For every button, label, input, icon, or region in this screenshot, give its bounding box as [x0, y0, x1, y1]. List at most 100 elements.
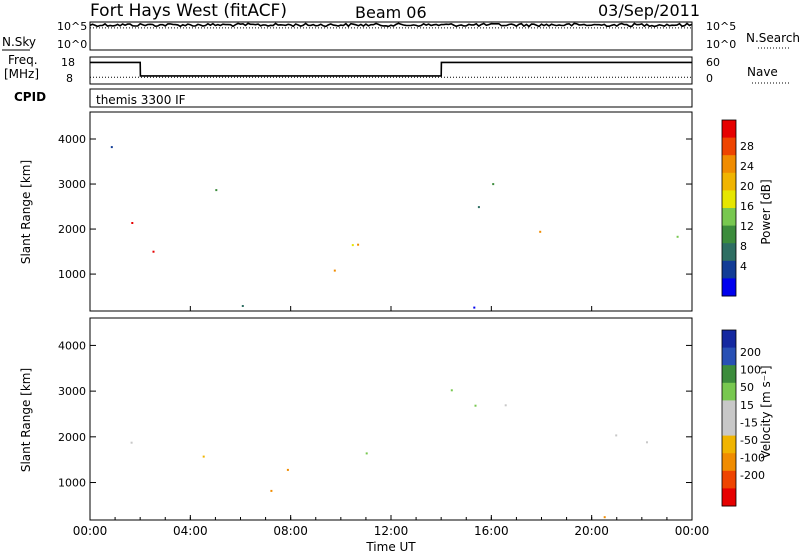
scatter-region — [539, 230, 679, 238]
freq-tick-right-bottom: 0 — [706, 72, 713, 85]
colorbar-swatch — [722, 470, 736, 489]
colorbar-swatch — [722, 225, 736, 244]
colorbar-tick-label: 50 — [740, 381, 754, 394]
cpid-strip: CPID themis 3300 IF — [14, 88, 693, 108]
y-tick-label: 2000 — [58, 431, 86, 444]
nave-label: Nave — [747, 65, 778, 79]
scatter-cell — [646, 441, 648, 444]
scatter-cell — [474, 404, 477, 407]
scatter-region — [110, 146, 113, 149]
y-tick-label: 3000 — [58, 178, 86, 191]
time-axis: 00:00 04:00 08:00 12:00 16:00 20:00 00:00 — [73, 306, 710, 538]
scatter-region — [615, 434, 648, 444]
scatter-cell — [357, 243, 360, 246]
colorbar-swatch — [722, 190, 736, 209]
noise-tick-right-top: 10^5 — [706, 20, 736, 33]
colorbar-swatch — [722, 453, 736, 472]
x-tick-label: 04:00 — [173, 524, 208, 538]
scatter-cell — [676, 235, 679, 238]
velocity-frame — [89, 317, 693, 521]
scatter-cell — [270, 489, 273, 492]
scatter-region — [131, 222, 134, 224]
y-tick-label: 4000 — [58, 133, 86, 146]
cpid-label: CPID — [14, 90, 46, 104]
freq-label: Freq. — [8, 53, 38, 67]
scatter-cell — [351, 244, 354, 247]
colorbar-tick-label: -200 — [740, 469, 765, 482]
noise-tick-right-bottom: 10^0 — [706, 38, 736, 51]
nsky-line — [89, 22, 693, 28]
colorbar-tick-label: 8 — [740, 240, 747, 253]
power-panel: 1000 2000 3000 4000 Slant Range [km] — [19, 111, 693, 312]
scatter-cell — [450, 389, 453, 392]
colorbar-swatch — [722, 243, 736, 262]
power-frame — [89, 111, 693, 312]
x-tick-label: 08:00 — [273, 524, 308, 538]
colorbar-swatch — [722, 278, 736, 297]
colorbar-tick-label: 4 — [740, 260, 747, 273]
colorbar-swatch — [722, 137, 736, 156]
colorbar-swatch — [722, 330, 736, 349]
scatter-cell — [202, 455, 205, 458]
freq-tick-left-top: 18 — [61, 56, 75, 69]
scatter-cell — [286, 468, 289, 471]
velocity-colorbar: 200 100 50 15 -15 -50 -100 -200 — [721, 329, 765, 507]
cpid-value: themis 3300 IF — [96, 93, 186, 107]
scatter-cell — [110, 146, 113, 149]
freq-strip: Freq. [MHz] 18 8 60 0 Nave — [4, 53, 790, 85]
x-tick-label: 00:00 — [675, 524, 710, 538]
freq-line — [90, 61, 692, 77]
colorbar-tick-label: 15 — [740, 399, 754, 412]
scatter-cell — [333, 269, 336, 272]
scatter-region — [215, 189, 218, 192]
colorbar-tick-label: 100 — [740, 364, 761, 377]
scatter-region — [241, 305, 476, 309]
scatter-cell — [365, 452, 368, 455]
colorbar-frame — [721, 119, 737, 297]
colorbar-frame — [721, 329, 737, 507]
colorbar-swatch — [722, 120, 736, 139]
velocity-scatter — [130, 389, 648, 519]
velocity-ylabel: Slant Range [km] — [19, 368, 33, 472]
scatter-cell — [539, 230, 542, 233]
x-tick-label: 12:00 — [374, 524, 409, 538]
colorbar-swatch — [722, 365, 736, 384]
scatter-cell — [603, 516, 606, 519]
colorbar-swatch — [722, 400, 736, 419]
colorbar-tick-label: -15 — [740, 416, 758, 429]
noise-strip: N.Sky 10^5 10^0 10^5 10^0 N.Search — [2, 20, 800, 51]
y-tick-label: 1000 — [58, 477, 86, 490]
velocity-y-axis: 1000 2000 3000 4000 — [58, 339, 692, 490]
power-ylabel: Slant Range [km] — [19, 160, 33, 264]
y-tick-label: 1000 — [58, 268, 86, 281]
scatter-cell — [152, 250, 155, 253]
velocity-colorbar-label: Velocity [m s⁻¹] — [759, 365, 773, 458]
scatter-region — [450, 389, 507, 407]
scatter-region — [152, 250, 155, 253]
power-y-axis: 1000 2000 3000 4000 — [58, 133, 692, 281]
colorbar-swatch — [722, 435, 736, 454]
x-tick-label: 00:00 — [73, 524, 108, 538]
noise-frame — [89, 21, 693, 51]
scatter-region — [270, 468, 289, 492]
scatter-region — [333, 243, 360, 272]
colorbar-swatch — [722, 155, 736, 174]
colorbar-swatch — [722, 208, 736, 227]
scatter-region — [477, 183, 495, 209]
colorbar-tick-label: 200 — [740, 346, 761, 359]
scatter-region — [130, 441, 133, 444]
scatter-region — [603, 516, 606, 519]
date-title: 03/Sep/2011 — [598, 1, 700, 20]
power-colorbar-label: Power [dB] — [759, 179, 773, 244]
station-title: Fort Hays West (fitACF) — [90, 1, 287, 21]
scatter-cell — [615, 434, 618, 437]
nsearch-label: N.Search — [746, 31, 800, 45]
scatter-cell — [473, 306, 476, 309]
freq-unit-label: [MHz] — [4, 67, 39, 81]
noise-tick-left-bottom: 10^0 — [57, 38, 87, 51]
scatter-region — [365, 452, 368, 455]
colorbar-swatch — [722, 382, 736, 401]
colorbar-swatch — [722, 260, 736, 279]
colorbar-swatch — [722, 172, 736, 191]
y-tick-label: 4000 — [58, 339, 86, 352]
